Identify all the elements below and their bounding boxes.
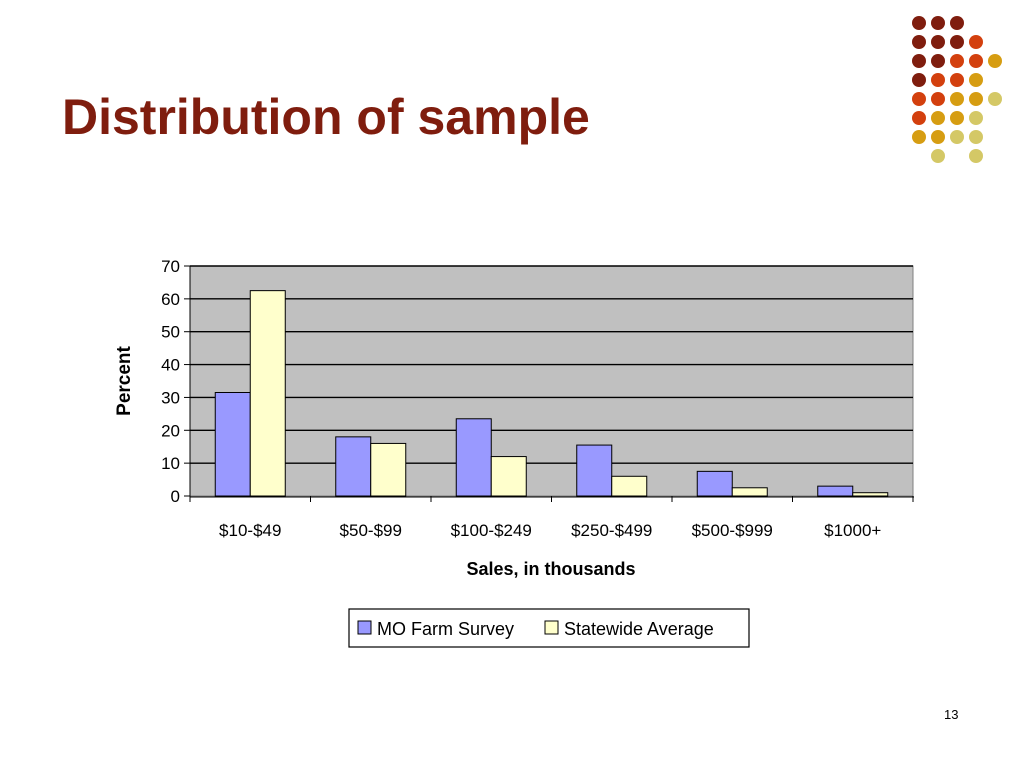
- ornament-dot: [931, 92, 945, 106]
- bar-mo-farm-survey: [696, 470, 733, 497]
- y-axis-label: Percent: [114, 345, 135, 415]
- bar-mo-farm-survey: [455, 418, 492, 497]
- x-tick-label: $100-$249: [451, 521, 532, 540]
- y-tick-label: 10: [161, 454, 180, 473]
- ornament-dot: [950, 35, 964, 49]
- y-tick-label: 30: [161, 388, 180, 407]
- plot-area: [189, 265, 914, 497]
- ornament-dot: [950, 130, 964, 144]
- page-number: 13: [944, 707, 959, 722]
- ornament-dot: [969, 35, 983, 49]
- bar-statewide-average: [490, 456, 527, 497]
- ornament-dot: [969, 92, 983, 106]
- ornament-dot: [969, 111, 983, 125]
- ornament-dot: [912, 73, 926, 87]
- slide-title: Distribution of sample: [62, 89, 590, 145]
- ornament-dot: [912, 92, 926, 106]
- ornament-dot: [912, 54, 926, 68]
- gridlines: [190, 265, 913, 464]
- x-ticks: $10-$49 $50-$99 $100-$249 $250-$499 $500-$99…: [189, 496, 914, 540]
- ornament-dot: [969, 149, 983, 163]
- bar-statewide-average: [611, 475, 648, 497]
- bar-statewide-average: [731, 487, 768, 497]
- ornament-dot: [931, 130, 945, 144]
- y-tick-label: 20: [161, 421, 180, 440]
- y-tick-label: 70: [161, 257, 180, 276]
- ornament-dot: [950, 92, 964, 106]
- legend: MO Farm Survey Statewide Average: [348, 608, 750, 648]
- ornament-dot: [969, 130, 983, 144]
- ornament-dot: [931, 149, 945, 163]
- bar-mo-farm-survey: [576, 444, 613, 497]
- ornament-dot: [988, 92, 1002, 106]
- ornament-dot: [969, 54, 983, 68]
- bar-statewide-average: [852, 492, 889, 497]
- ornament-dot: [950, 54, 964, 68]
- x-tick-label: $50-$99: [340, 521, 402, 540]
- y-ticks: 0 10 20 30 40 50 60 70: [161, 257, 190, 506]
- x-tick-label: $500-$999: [692, 521, 773, 540]
- ornament-dot: [988, 54, 1002, 68]
- x-axis-label: Sales, in thousands: [466, 559, 635, 579]
- ornament-dot: [950, 73, 964, 87]
- ornament-dot: [931, 54, 945, 68]
- y-tick-label: 50: [161, 323, 180, 342]
- legend-swatch-mo-farm-survey: [357, 620, 372, 635]
- x-tick-label: $10-$49: [219, 521, 281, 540]
- bar-mo-farm-survey: [817, 485, 854, 497]
- ornament-dot: [931, 111, 945, 125]
- ornament-dot: [912, 35, 926, 49]
- y-tick-label: 40: [161, 356, 180, 375]
- bar-statewide-average: [249, 290, 286, 497]
- legend-swatch-statewide-average: [544, 620, 559, 635]
- ornament-dot: [969, 73, 983, 87]
- bar-mo-farm-survey: [214, 392, 251, 497]
- ornament-dot: [931, 16, 945, 30]
- y-tick-label: 0: [171, 487, 180, 506]
- legend-label-statewide-average: Statewide Average: [564, 619, 714, 639]
- ornament-dot: [912, 111, 926, 125]
- x-tick-label: $1000+: [824, 521, 881, 540]
- ornament-dot: [912, 16, 926, 30]
- legend-label-mo-farm-survey: MO Farm Survey: [377, 619, 514, 639]
- ornament-dot: [931, 73, 945, 87]
- bar-statewide-average: [370, 442, 407, 497]
- ornament-dot: [950, 16, 964, 30]
- ornament-dot: [912, 130, 926, 144]
- dot-grid-ornament: [912, 16, 1002, 163]
- x-tick-label: $250-$499: [571, 521, 652, 540]
- ornament-dot: [950, 111, 964, 125]
- ornament-dot: [931, 35, 945, 49]
- bar-mo-farm-survey: [335, 436, 372, 497]
- y-tick-label: 60: [161, 290, 180, 309]
- bars: [214, 290, 889, 497]
